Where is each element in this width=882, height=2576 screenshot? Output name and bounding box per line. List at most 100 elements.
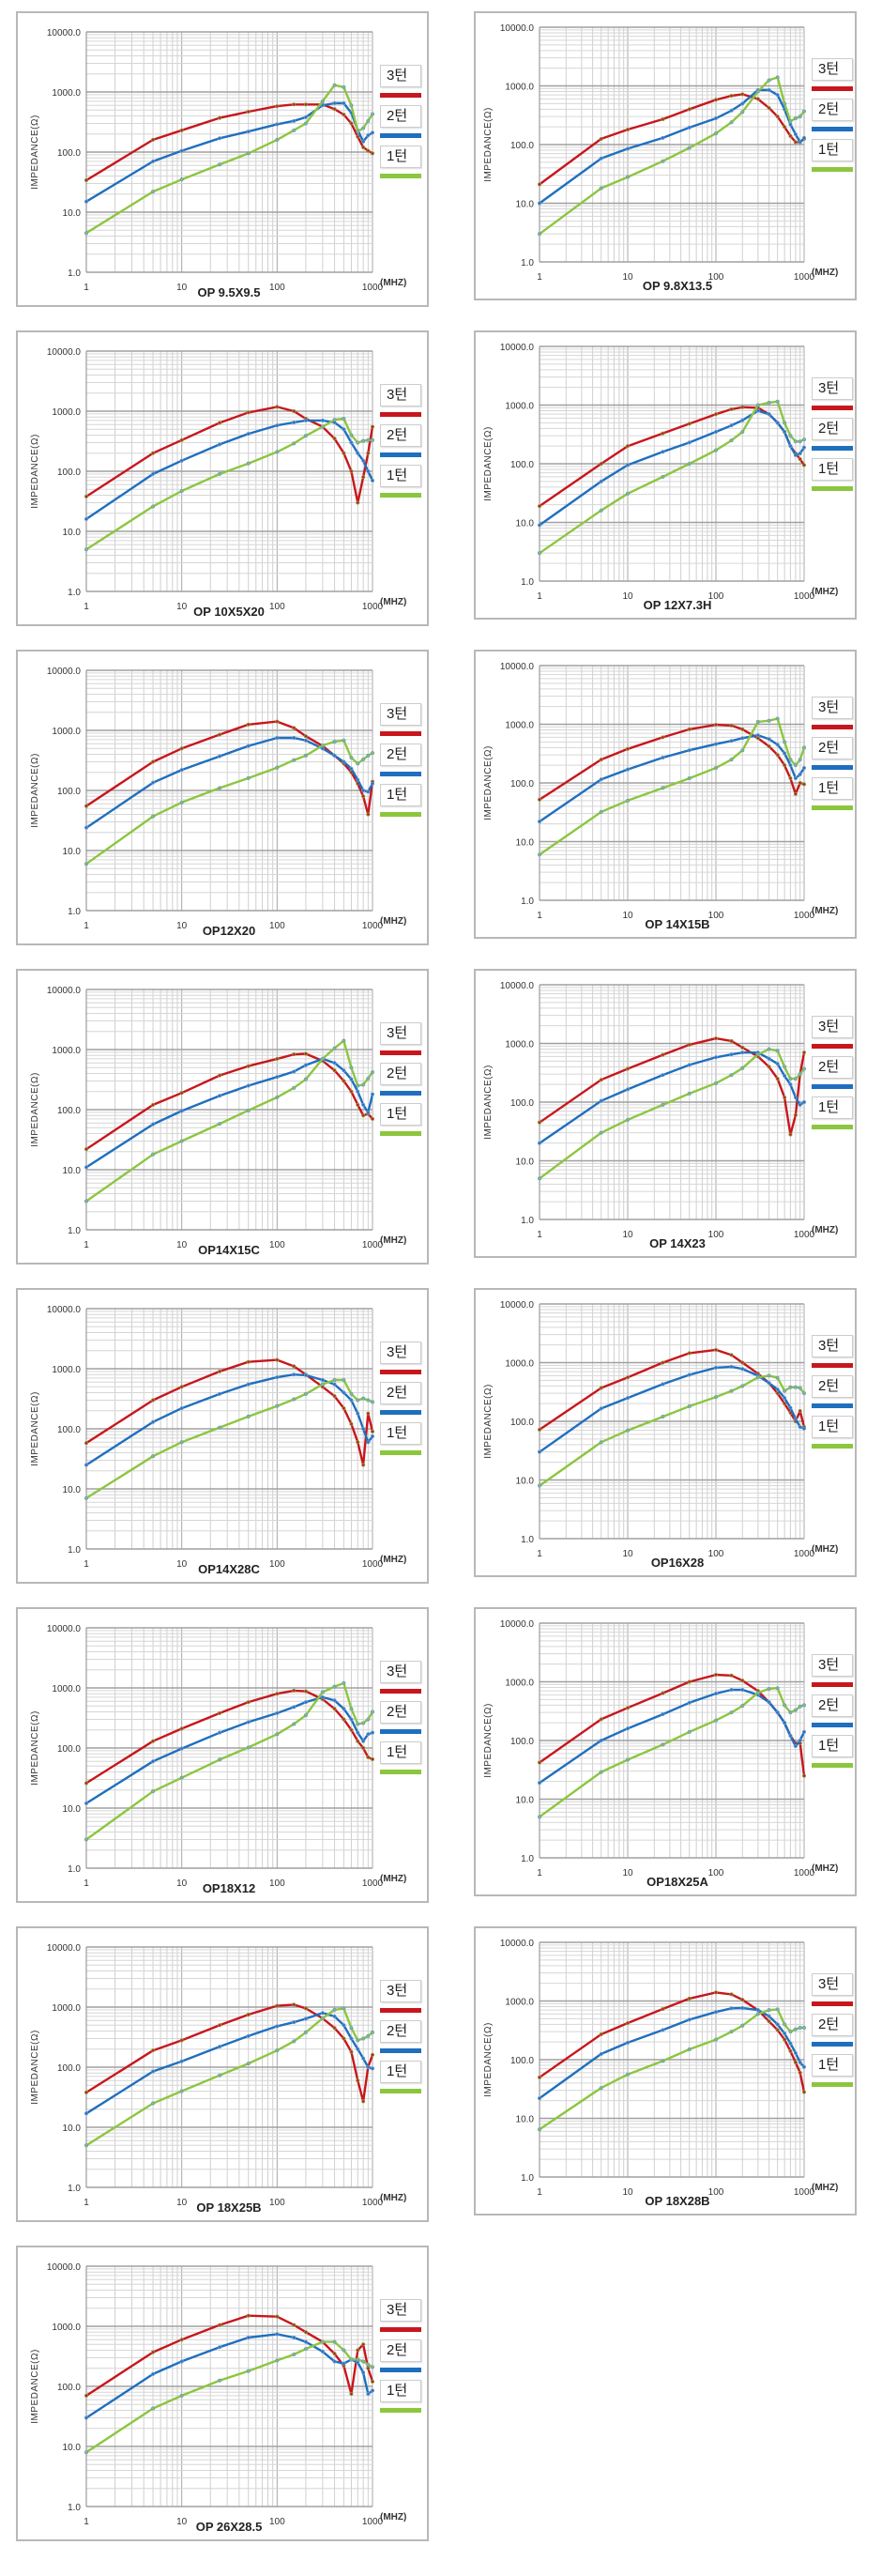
data-point — [366, 2362, 371, 2367]
legend-swatch — [812, 446, 853, 451]
data-point — [599, 2086, 603, 2091]
data-point — [775, 75, 780, 80]
data-point — [775, 1375, 780, 1380]
data-point — [292, 2335, 297, 2339]
y-axis-label: IMPEDANCE(Ω) — [30, 1391, 40, 1466]
data-point — [303, 2339, 308, 2344]
data-point — [713, 1718, 718, 1723]
data-point — [788, 776, 793, 781]
legend-label: 2턴 — [812, 1056, 853, 1079]
legend-label: 3턴 — [380, 65, 421, 87]
data-point — [798, 1704, 802, 1709]
data-point — [84, 1147, 89, 1152]
x-unit-label: (MHZ) — [812, 587, 838, 597]
series-line — [85, 103, 373, 182]
y-tick-label: 10000.0 — [47, 1624, 82, 1634]
data-point — [356, 761, 360, 766]
data-point — [599, 2051, 603, 2056]
data-point — [713, 766, 718, 771]
data-point — [599, 1717, 603, 1722]
legend-swatch — [380, 2089, 421, 2093]
data-point — [275, 2332, 280, 2337]
data-point — [361, 126, 366, 130]
legend-label: 2턴 — [380, 1701, 421, 1724]
data-point — [361, 438, 366, 443]
data-point — [332, 2014, 337, 2018]
data-point — [538, 1120, 542, 1125]
series-line — [85, 2333, 373, 2419]
legend-label: 3턴 — [380, 703, 421, 726]
x-unit-label: (MHZ) — [380, 2512, 406, 2522]
data-point — [687, 440, 692, 445]
data-point — [661, 1742, 665, 1747]
data-point — [292, 1052, 297, 1057]
y-axis-label: IMPEDANCE(Ω) — [30, 1072, 40, 1147]
data-point — [356, 451, 360, 455]
y-tick-label: 1.0 — [68, 1864, 81, 1875]
data-point — [788, 1082, 793, 1087]
y-tick-label: 1.0 — [68, 1545, 81, 1556]
data-point — [366, 2033, 371, 2038]
y-tick-label: 1000.0 — [52, 88, 81, 99]
data-point — [767, 2008, 771, 2013]
legend-label: 1턴 — [812, 139, 853, 161]
data-point — [775, 2022, 780, 2027]
data-point — [292, 118, 297, 123]
data-point — [775, 1391, 780, 1396]
data-point — [246, 744, 251, 748]
series-2턴 — [84, 2011, 374, 2116]
legend-swatch — [380, 1370, 421, 1374]
data-point — [342, 738, 346, 743]
chart-svg: 1.0 10.0 100.0 1000.0 10000.0 1 10 100 1000(MHZ)… — [483, 981, 838, 1240]
data-point — [366, 1110, 371, 1114]
data-point — [356, 2348, 360, 2353]
data-point — [798, 1386, 802, 1390]
data-point — [342, 759, 346, 764]
data-point — [687, 461, 692, 466]
legend: 3턴 2턴 1턴 — [380, 2299, 421, 2420]
data-point — [793, 2060, 798, 2064]
data-point — [783, 421, 787, 425]
y-tick-label: 1000.0 — [505, 1998, 534, 2008]
data-point — [599, 1738, 603, 1742]
data-point — [84, 862, 89, 866]
y-tick-label: 100.0 — [57, 1106, 81, 1116]
chart-title: OP 26X28.5 — [195, 2520, 263, 2534]
data-point — [625, 175, 630, 179]
legend-swatch — [812, 127, 853, 131]
data-point — [275, 735, 280, 740]
y-tick-label: 10000.0 — [47, 986, 82, 996]
legend-swatch — [812, 1723, 853, 1727]
data-point — [370, 2379, 374, 2384]
data-point — [729, 1710, 734, 1715]
data-point — [599, 1130, 603, 1135]
x-tick-label: 10 — [622, 1549, 633, 1559]
data-point — [179, 1775, 184, 1780]
data-point — [740, 101, 745, 106]
data-point — [349, 1707, 354, 1711]
impedance-chart: 1.0 10.0 100.0 1000.0 10000.0 1 10 100 1000 (MHZ)… — [474, 969, 857, 1258]
series-line — [539, 1348, 806, 1431]
grid — [85, 1946, 373, 2188]
data-point — [538, 2075, 542, 2079]
data-point — [740, 736, 745, 741]
data-point — [349, 2357, 354, 2362]
legend-label: 2턴 — [812, 418, 853, 440]
data-point — [599, 1440, 603, 1445]
data-point — [687, 1404, 692, 1409]
data-point — [84, 1781, 89, 1786]
y-tick-label: 1.0 — [521, 258, 534, 268]
data-point — [775, 753, 780, 758]
series-1턴 — [538, 399, 806, 556]
data-point — [320, 2016, 325, 2020]
data-point — [729, 2006, 734, 2011]
y-tick-label: 10.0 — [516, 1477, 535, 1487]
data-point — [801, 2025, 806, 2030]
legend-label: 1턴 — [812, 777, 853, 800]
data-point — [356, 777, 360, 782]
data-point — [625, 1706, 630, 1710]
data-point — [361, 2056, 366, 2061]
y-tick-label: 10.0 — [516, 838, 535, 849]
data-point — [370, 112, 374, 116]
series-1턴 — [538, 1373, 806, 1488]
